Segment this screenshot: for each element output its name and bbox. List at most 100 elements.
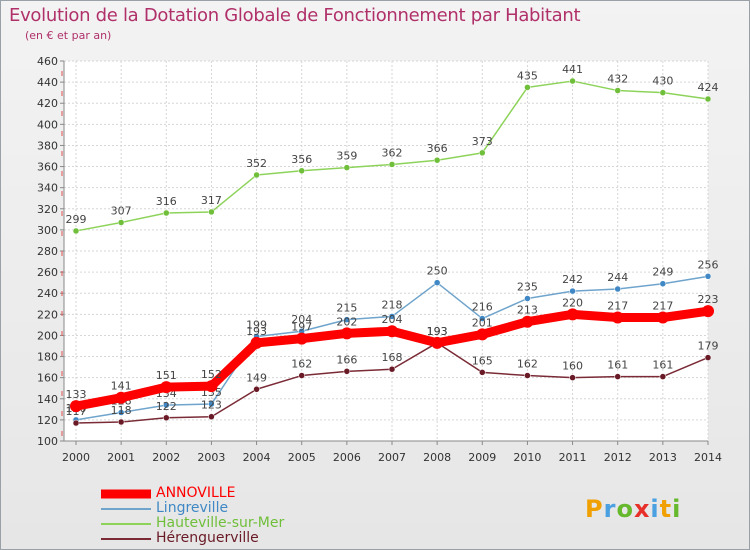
data-label-hauteville-sur-mer: 299 — [66, 213, 87, 226]
data-point-lingreville — [704, 273, 712, 280]
data-point-lingreville — [343, 316, 351, 323]
y-tick-label: 320 — [37, 203, 58, 216]
data-label-hauteville-sur-mer: 424 — [698, 81, 719, 94]
data-point-h-renguerville — [117, 418, 125, 426]
data-label-annoville: 152 — [201, 368, 222, 381]
data-label-h-renguerville: 162 — [517, 358, 538, 371]
data-label-lingreville: 235 — [517, 281, 538, 294]
data-label-hauteville-sur-mer: 356 — [291, 153, 312, 166]
x-tick-label: 2011 — [559, 451, 587, 464]
data-label-hauteville-sur-mer: 430 — [652, 75, 673, 88]
y-tick-label: 140 — [37, 393, 58, 406]
data-label-h-renguerville: 149 — [246, 371, 267, 384]
data-point-lingreville — [614, 285, 621, 293]
data-point-lingreville — [524, 295, 531, 302]
data-label-h-renguerville: 161 — [607, 359, 628, 372]
data-label-lingreville: 244 — [607, 271, 628, 284]
logo-letter: x — [633, 495, 651, 523]
data-label-hauteville-sur-mer: 432 — [607, 73, 628, 86]
logo-letter: P — [585, 495, 604, 523]
x-tick-label: 2006 — [333, 451, 361, 464]
data-point-annoville — [205, 380, 218, 393]
data-label-annoville: 133 — [66, 388, 87, 401]
x-tick-label: 2014 — [694, 451, 722, 464]
data-label-annoville: 220 — [562, 296, 583, 309]
data-label-h-renguerville: 168 — [382, 351, 403, 364]
data-point-hauteville-sur-mer — [524, 84, 531, 91]
data-point-annoville — [340, 327, 353, 340]
data-label-annoville: 141 — [111, 380, 132, 393]
data-label-hauteville-sur-mer: 317 — [201, 194, 222, 207]
y-tick-label: 160 — [37, 372, 58, 385]
data-point-h-renguerville — [163, 414, 170, 422]
data-point-hauteville-sur-mer — [569, 77, 576, 85]
logo-letter: r — [603, 495, 617, 523]
data-point-h-renguerville — [72, 419, 80, 427]
data-point-hauteville-sur-mer — [208, 208, 215, 216]
x-tick-label: 2001 — [107, 451, 135, 464]
x-tick-label: 2013 — [649, 451, 677, 464]
data-label-h-renguerville: 118 — [111, 404, 132, 417]
data-label-lingreville: 218 — [382, 298, 403, 311]
logo-letter: o — [616, 495, 634, 523]
data-label-lingreville: 250 — [427, 265, 448, 278]
logo-letter: i — [672, 495, 682, 523]
data-label-h-renguerville: 161 — [652, 359, 673, 372]
data-point-lingreville — [117, 409, 125, 416]
data-label-annoville: 217 — [607, 300, 628, 313]
y-tick-label: 200 — [37, 329, 58, 342]
data-label-hauteville-sur-mer: 373 — [472, 135, 493, 148]
data-point-annoville — [611, 311, 624, 324]
y-tick-label: 280 — [37, 245, 58, 258]
data-point-h-renguerville — [704, 354, 712, 361]
x-tick-label: 2002 — [152, 451, 180, 464]
data-point-annoville — [115, 391, 128, 404]
data-label-hauteville-sur-mer: 359 — [336, 150, 357, 163]
x-tick-label: 2009 — [468, 451, 496, 464]
data-point-hauteville-sur-mer — [253, 171, 260, 179]
data-label-h-renguerville: 123 — [201, 399, 222, 412]
data-point-hauteville-sur-mer — [614, 87, 621, 94]
data-point-annoville — [702, 305, 714, 318]
data-point-hauteville-sur-mer — [343, 164, 351, 171]
data-label-h-renguerville: 162 — [291, 358, 312, 371]
data-label-annoville: 151 — [156, 369, 177, 382]
data-point-h-renguerville — [479, 369, 486, 376]
data-label-annoville: 217 — [652, 300, 673, 313]
data-point-annoville — [160, 381, 173, 394]
data-point-lingreville — [659, 280, 667, 287]
y-tick-label: 420 — [37, 97, 58, 110]
data-point-lingreville — [433, 279, 441, 286]
data-point-hauteville-sur-mer — [163, 209, 170, 217]
data-label-h-renguerville: 122 — [156, 400, 177, 413]
data-point-h-renguerville — [298, 372, 305, 379]
data-label-hauteville-sur-mer: 362 — [382, 146, 403, 159]
data-point-annoville — [656, 311, 669, 324]
data-label-lingreville: 249 — [652, 266, 673, 279]
data-label-annoville: 197 — [291, 321, 312, 334]
legend-label: ANNOVILLE — [156, 485, 236, 501]
data-label-hauteville-sur-mer: 307 — [111, 205, 132, 218]
y-tick-label: 400 — [37, 118, 58, 131]
data-label-h-renguerville: 179 — [698, 340, 719, 353]
data-label-annoville: 193 — [246, 325, 267, 338]
y-tick-label: 240 — [37, 287, 58, 300]
y-tick-label: 360 — [37, 161, 58, 174]
data-point-lingreville — [208, 400, 215, 408]
x-tick-label: 2010 — [513, 451, 541, 464]
data-label-hauteville-sur-mer: 435 — [517, 69, 538, 82]
data-point-annoville — [250, 336, 263, 349]
data-point-lingreville — [479, 315, 486, 322]
y-tick-label: 260 — [37, 266, 58, 279]
data-point-h-renguerville — [343, 368, 351, 375]
data-point-h-renguerville — [614, 373, 621, 380]
data-label-hauteville-sur-mer: 366 — [427, 142, 448, 155]
y-tick-label: 460 — [37, 55, 58, 68]
data-point-h-renguerville — [659, 373, 667, 380]
y-tick-label: 120 — [37, 414, 58, 427]
data-label-hauteville-sur-mer: 316 — [156, 195, 177, 208]
data-point-hauteville-sur-mer — [433, 156, 441, 164]
y-tick-label: 300 — [37, 224, 58, 237]
